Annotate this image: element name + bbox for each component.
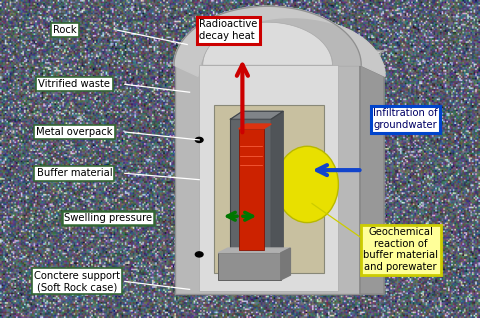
FancyBboxPatch shape (239, 129, 264, 250)
Polygon shape (239, 124, 271, 129)
Text: Radioactive
decay heat: Radioactive decay heat (199, 19, 258, 41)
Polygon shape (174, 6, 361, 65)
Polygon shape (281, 248, 290, 280)
Text: Conctere support
(Soft Rock case): Conctere support (Soft Rock case) (34, 271, 120, 292)
FancyBboxPatch shape (175, 65, 360, 294)
Wedge shape (203, 22, 332, 65)
Text: Vitrified waste: Vitrified waste (38, 79, 110, 89)
FancyBboxPatch shape (214, 105, 324, 273)
FancyBboxPatch shape (199, 65, 338, 291)
Text: Geochemical
reaction of
buffer material
and porewater: Geochemical reaction of buffer material … (363, 227, 438, 272)
Polygon shape (174, 6, 385, 76)
Text: Swelling pressure: Swelling pressure (64, 213, 152, 223)
FancyBboxPatch shape (230, 119, 271, 256)
Polygon shape (230, 111, 283, 119)
Circle shape (195, 137, 203, 142)
Ellipse shape (276, 146, 338, 223)
Text: Rock: Rock (53, 25, 77, 35)
Polygon shape (218, 248, 290, 253)
Text: Buffer material: Buffer material (36, 168, 112, 178)
Polygon shape (271, 111, 283, 256)
FancyBboxPatch shape (218, 253, 281, 280)
Text: Metal overpack: Metal overpack (36, 127, 113, 137)
Circle shape (195, 252, 203, 257)
Polygon shape (360, 65, 384, 294)
Text: Infiltration of
groundwater: Infiltration of groundwater (373, 108, 438, 130)
Polygon shape (175, 51, 384, 65)
